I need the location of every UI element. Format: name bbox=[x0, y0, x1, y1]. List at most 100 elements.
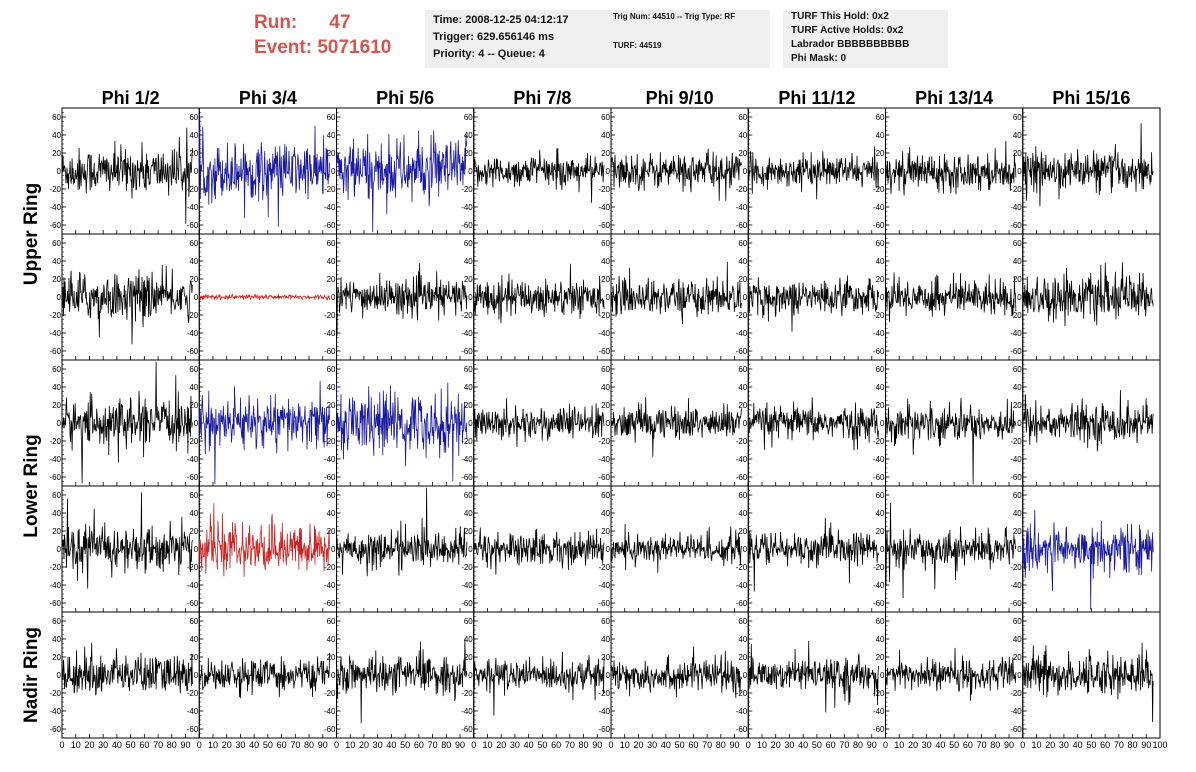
y-tick-label: -40 bbox=[187, 329, 199, 338]
x-tick-label: 90 bbox=[592, 740, 602, 750]
y-tick-label: 20 bbox=[327, 275, 336, 284]
time-info-box: Time: 2008-12-25 04:12:17 Trigger: 629.6… bbox=[425, 10, 615, 68]
x-tick-label: 40 bbox=[386, 740, 396, 750]
y-tick-label: -40 bbox=[187, 203, 199, 212]
column-header-4: Phi 7/8 bbox=[513, 88, 571, 108]
y-tick-label: -20 bbox=[324, 185, 336, 194]
y-tick-label: 60 bbox=[876, 617, 885, 626]
y-tick-label: 40 bbox=[1013, 383, 1022, 392]
y-tick-label: 0 bbox=[468, 671, 473, 680]
x-tick-label: 40 bbox=[112, 740, 122, 750]
y-tick-label: -40 bbox=[187, 455, 199, 464]
x-tick-label: 30 bbox=[1059, 740, 1069, 750]
column-header-3: Phi 5/6 bbox=[376, 88, 434, 108]
x-tick-label: 90 bbox=[867, 740, 877, 750]
waveform-trace bbox=[336, 130, 468, 233]
waveform-trace bbox=[61, 642, 193, 696]
x-tick-label: 70 bbox=[1114, 740, 1124, 750]
y-tick-label: -40 bbox=[461, 203, 473, 212]
y-tick-label: -60 bbox=[461, 221, 473, 230]
y-tick-label: 40 bbox=[601, 635, 610, 644]
x-tick-label: 40 bbox=[249, 740, 259, 750]
x-tick-label: 80 bbox=[579, 740, 589, 750]
y-tick-label: 0 bbox=[743, 545, 748, 554]
y-tick-label: 40 bbox=[327, 131, 336, 140]
waveform-trace bbox=[473, 263, 605, 324]
y-tick-label: -60 bbox=[736, 599, 748, 608]
y-tick-label: -40 bbox=[1010, 329, 1022, 338]
turf-active-line: TURF Active Holds: 0x2 bbox=[791, 25, 904, 36]
x-tick-label: 60 bbox=[551, 740, 561, 750]
y-tick-label: -60 bbox=[736, 347, 748, 356]
y-tick-label: 40 bbox=[464, 131, 473, 140]
y-tick-label: -20 bbox=[598, 185, 610, 194]
y-tick-label: -60 bbox=[736, 221, 748, 230]
x-tick-label: 20 bbox=[908, 740, 918, 750]
y-tick-label: 60 bbox=[464, 239, 473, 248]
y-tick-label: 0 bbox=[1017, 671, 1022, 680]
x-tick-label: 90 bbox=[1141, 740, 1151, 750]
x-tick-label: 40 bbox=[798, 740, 808, 750]
y-tick-label: -20 bbox=[873, 311, 885, 320]
trigger-line: Trigger: 629.656146 ms bbox=[433, 31, 555, 43]
y-tick-label: -60 bbox=[736, 725, 748, 734]
y-tick-label: -20 bbox=[598, 311, 610, 320]
y-tick-label: -20 bbox=[324, 311, 336, 320]
y-tick-label: 0 bbox=[880, 671, 885, 680]
y-tick-label: 60 bbox=[738, 365, 747, 374]
x-tick-label: 40 bbox=[524, 740, 534, 750]
y-tick-label: 20 bbox=[189, 275, 198, 284]
y-tick-label: -40 bbox=[49, 707, 61, 716]
y-tick-label: -40 bbox=[461, 707, 473, 716]
y-tick-label: -40 bbox=[1010, 581, 1022, 590]
y-tick-label: 60 bbox=[189, 239, 198, 248]
waveform-trace bbox=[473, 398, 605, 448]
y-tick-label: 0 bbox=[57, 293, 62, 302]
x-tick-label: 60 bbox=[139, 740, 149, 750]
y-tick-label: 40 bbox=[738, 131, 747, 140]
y-tick-label: -20 bbox=[873, 689, 885, 698]
y-tick-label: -60 bbox=[1010, 347, 1022, 356]
y-tick-label: 0 bbox=[880, 293, 885, 302]
waveform-trace bbox=[473, 527, 605, 575]
waveform-trace bbox=[336, 382, 468, 482]
y-tick-label: 20 bbox=[738, 653, 747, 662]
y-tick-label: -40 bbox=[736, 329, 748, 338]
x-tick-label: 70 bbox=[153, 740, 163, 750]
y-tick-label: -20 bbox=[736, 437, 748, 446]
y-tick-label: -20 bbox=[736, 689, 748, 698]
y-tick-label: -40 bbox=[187, 707, 199, 716]
y-tick-label: 40 bbox=[189, 131, 198, 140]
y-tick-label: 60 bbox=[738, 239, 747, 248]
y-tick-label: 20 bbox=[52, 527, 61, 536]
x-tick-label: 60 bbox=[277, 740, 287, 750]
y-tick-label: -60 bbox=[187, 221, 199, 230]
y-tick-label: -60 bbox=[324, 347, 336, 356]
y-tick-label: -60 bbox=[324, 221, 336, 230]
y-tick-label: 20 bbox=[52, 149, 61, 158]
y-tick-label: 40 bbox=[601, 509, 610, 518]
x-tick-label: 40 bbox=[1073, 740, 1083, 750]
y-tick-label: 60 bbox=[189, 491, 198, 500]
waveform-trace bbox=[1022, 389, 1154, 452]
y-tick-label: -20 bbox=[461, 311, 473, 320]
y-tick-label: 20 bbox=[738, 401, 747, 410]
y-tick-label: 20 bbox=[189, 527, 198, 536]
waveform-trace bbox=[747, 517, 879, 592]
waveform-trace bbox=[885, 502, 1017, 599]
y-tick-label: -60 bbox=[49, 599, 61, 608]
y-tick-label: 20 bbox=[464, 149, 473, 158]
y-tick-label: -20 bbox=[461, 689, 473, 698]
x-tick-label: 20 bbox=[496, 740, 506, 750]
y-tick-label: -20 bbox=[873, 185, 885, 194]
run-label: Run: bbox=[254, 12, 298, 33]
run-event-header: Run: 47 Event: 5071610 bbox=[254, 10, 391, 60]
y-tick-label: -20 bbox=[187, 689, 199, 698]
x-tick-label: 60 bbox=[688, 740, 698, 750]
y-tick-label: 20 bbox=[876, 527, 885, 536]
x-tick-label: 50 bbox=[949, 740, 959, 750]
y-tick-label: -40 bbox=[873, 203, 885, 212]
x-tick-label: 10 bbox=[894, 740, 904, 750]
y-tick-label: 0 bbox=[194, 167, 199, 176]
